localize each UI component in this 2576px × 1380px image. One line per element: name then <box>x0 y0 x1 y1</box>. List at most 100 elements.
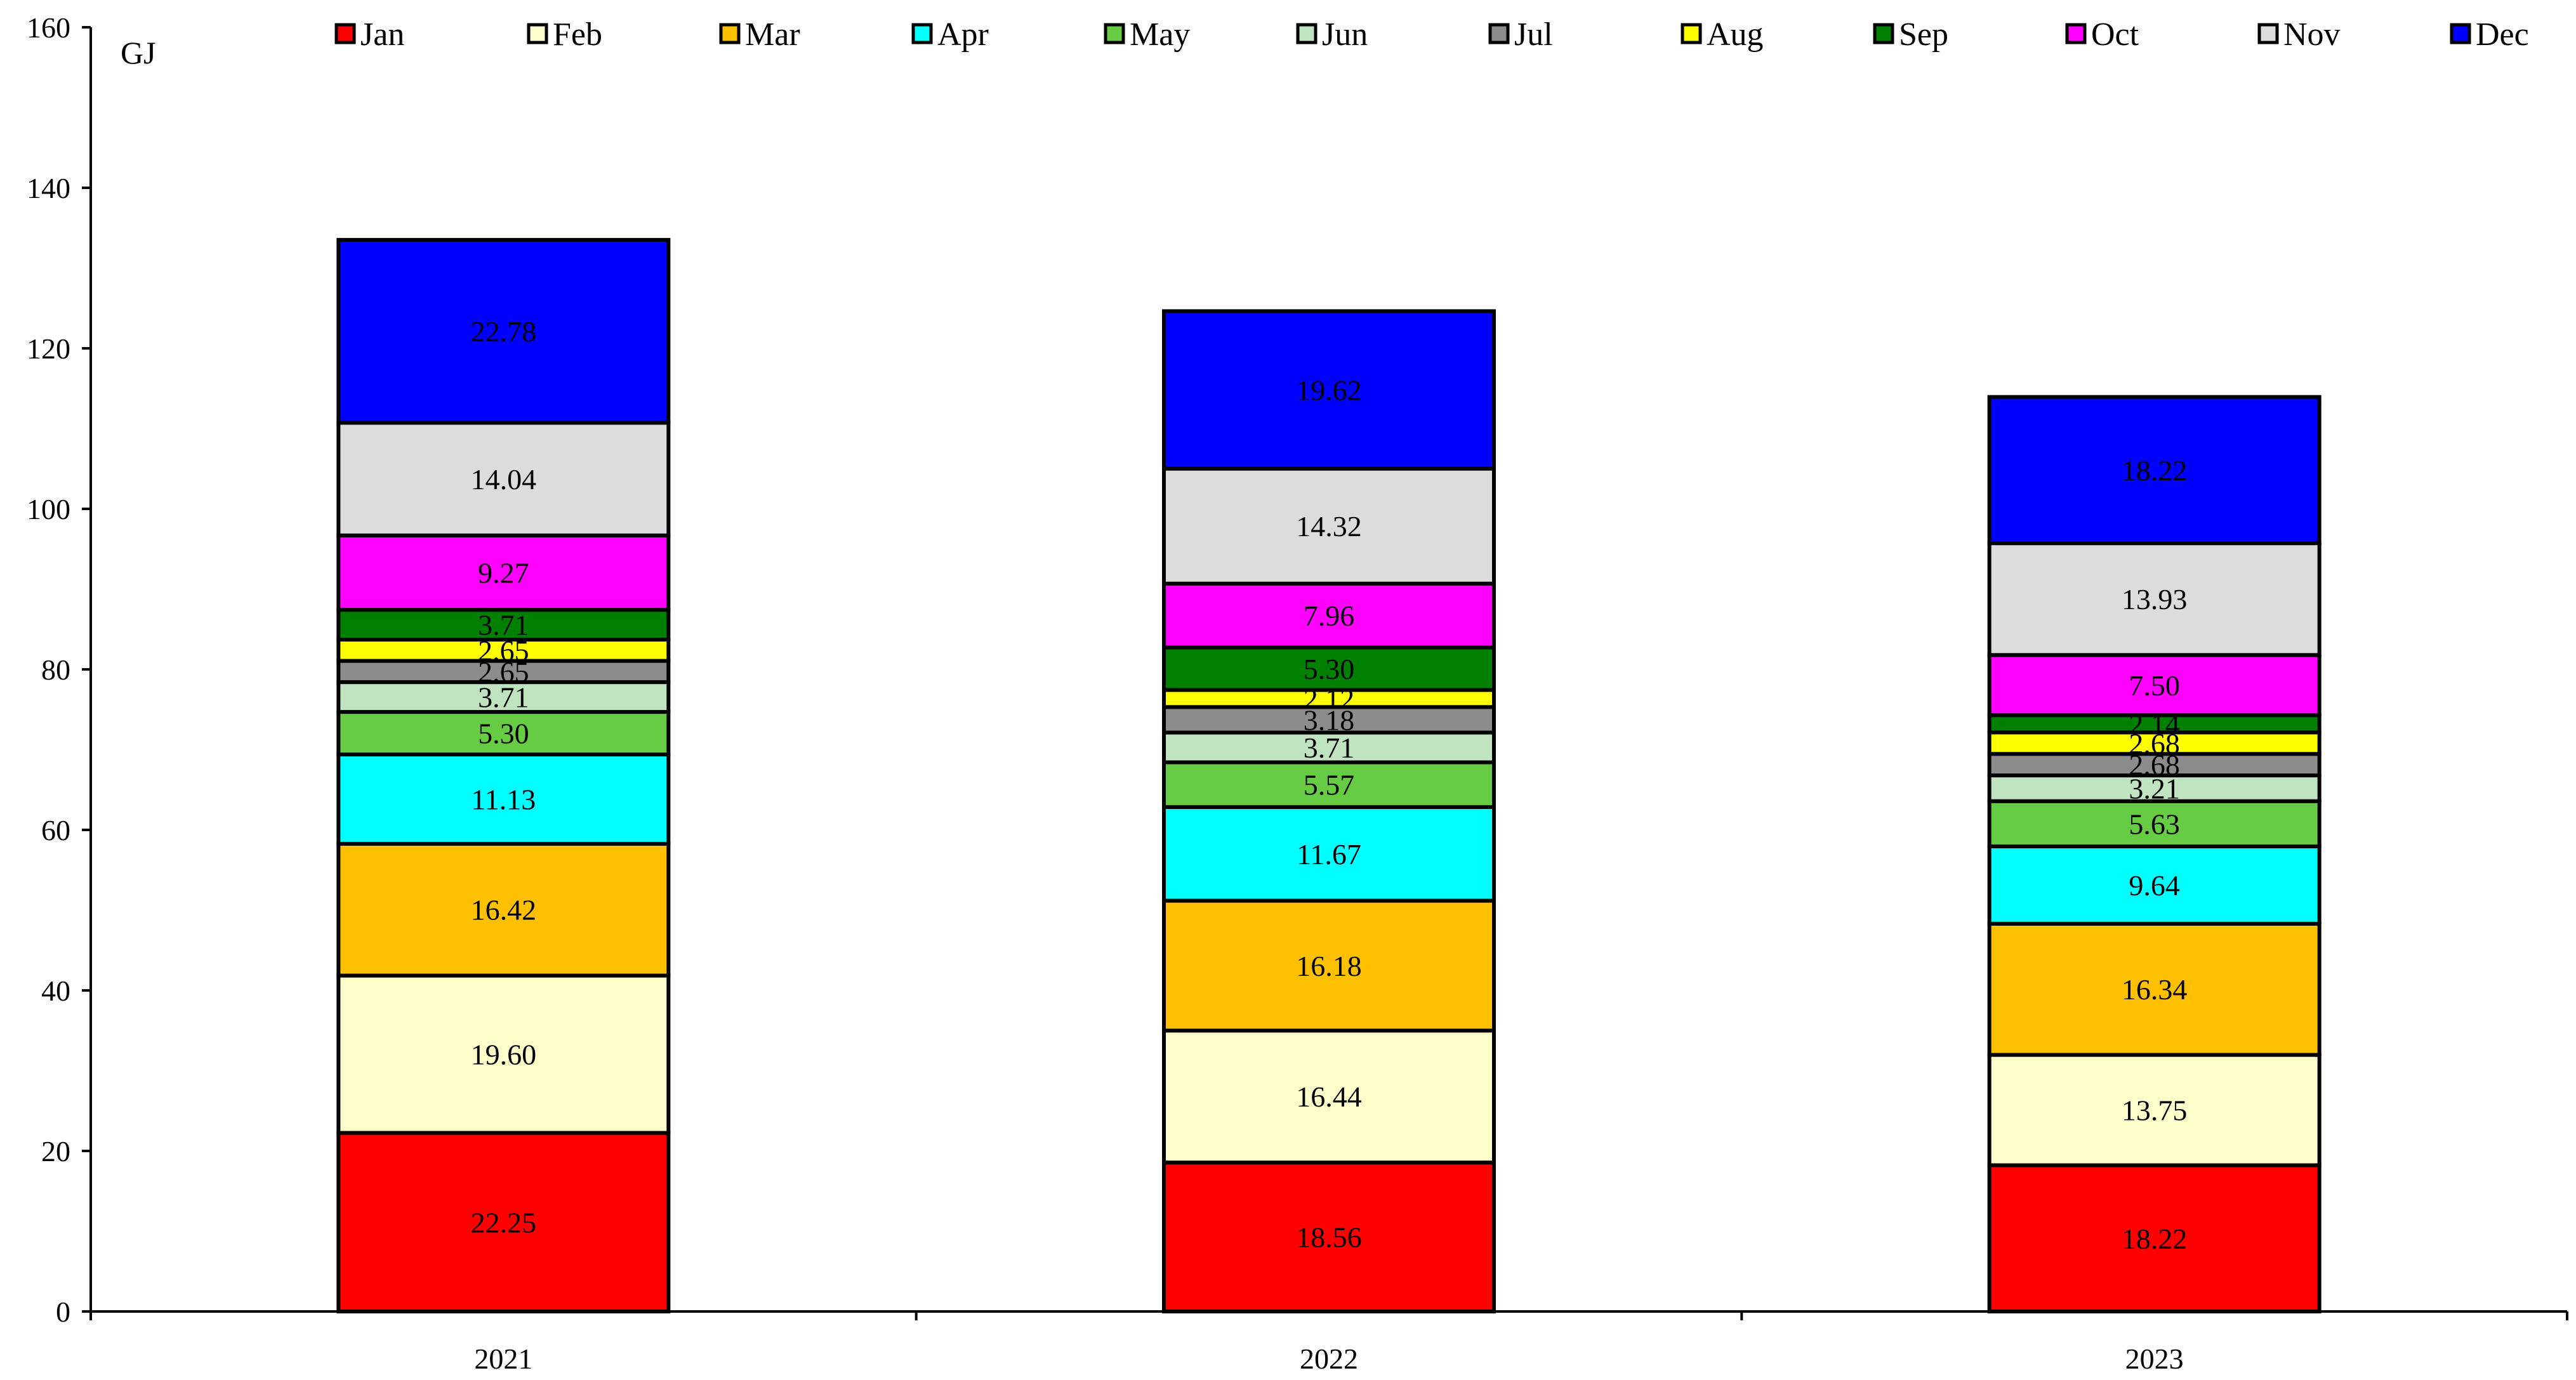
legend-label-oct: Oct <box>2091 16 2139 53</box>
bar-segment-dec-2022 <box>1162 309 1496 471</box>
legend-label-jan: Jan <box>360 16 404 53</box>
bar-segment-may-2021 <box>336 710 671 757</box>
bar-segment-oct-2023 <box>1987 653 2322 718</box>
legend-label-feb: Feb <box>553 16 602 53</box>
data-label-oct-2021: 9.27 <box>478 557 529 589</box>
data-label-feb-2021: 19.60 <box>471 1039 537 1071</box>
bar-segment-may-2023 <box>1987 799 2322 848</box>
data-label-oct-2023: 7.50 <box>2129 669 2180 702</box>
data-label-nov-2021: 14.04 <box>471 463 537 496</box>
legend-swatch-may <box>1104 23 1125 44</box>
legend-label-jun: Jun <box>1322 16 1368 53</box>
bar-segment-mar-2023 <box>1987 921 2322 1057</box>
bar-segment-jul-2021 <box>336 659 671 685</box>
bar-segment-feb-2023 <box>1987 1053 2322 1167</box>
y-tick-label: 140 <box>27 172 70 204</box>
y-tick-label: 100 <box>27 493 70 525</box>
y-tick-label: 80 <box>41 654 70 686</box>
data-label-aug-2023: 2.68 <box>2129 727 2180 759</box>
legend-swatch-dec <box>2450 23 2471 44</box>
data-label-mar-2021: 16.42 <box>471 894 537 926</box>
data-label-jul-2021: 2.65 <box>478 655 529 688</box>
legend-label-may: May <box>1130 16 1190 53</box>
bar-segment-aug-2022 <box>1162 688 1496 709</box>
x-tick-label: 2023 <box>2125 1343 2184 1375</box>
x-tick-label: 2021 <box>474 1343 532 1375</box>
bar-segment-jun-2023 <box>1987 773 2322 803</box>
legend-swatch-apr <box>911 23 933 44</box>
legend-swatch-feb <box>527 23 548 44</box>
data-label-jul-2023: 2.68 <box>2129 749 2180 781</box>
y-tick-label: 20 <box>41 1135 70 1167</box>
y-tick-label: 60 <box>41 814 70 846</box>
bar-segment-nov-2021 <box>336 421 671 537</box>
data-label-dec-2021: 22.78 <box>471 315 537 348</box>
bar-segment-jun-2021 <box>336 680 671 714</box>
bar-segment-dec-2023 <box>1987 395 2322 546</box>
bar-segment-feb-2021 <box>336 973 671 1135</box>
data-label-jan-2022: 18.56 <box>1296 1221 1362 1254</box>
legend-label-nov: Nov <box>2283 16 2341 53</box>
y-tick-label: 160 <box>27 11 70 44</box>
data-label-sep-2023: 2.14 <box>2129 708 2180 740</box>
data-label-mar-2023: 16.34 <box>2122 973 2188 1006</box>
bar-segment-may-2022 <box>1162 760 1496 809</box>
bar-segment-feb-2022 <box>1162 1028 1496 1165</box>
data-label-jan-2023: 18.22 <box>2122 1223 2188 1255</box>
bar-segment-jan-2021 <box>336 1131 671 1313</box>
y-tick-label: 120 <box>27 332 70 365</box>
legend-swatch-nov <box>2257 23 2279 44</box>
data-label-feb-2023: 13.75 <box>2122 1094 2188 1127</box>
data-label-jul-2022: 3.18 <box>1304 704 1355 736</box>
data-label-may-2023: 5.63 <box>2129 808 2180 840</box>
data-label-may-2022: 5.57 <box>1304 769 1355 801</box>
bar-segment-apr-2022 <box>1162 805 1496 903</box>
y-tick-label: 0 <box>56 1296 70 1328</box>
data-label-feb-2022: 16.44 <box>1296 1081 1362 1113</box>
data-labels: 22.2519.6016.4211.135.303.712.652.653.71… <box>471 315 2188 1255</box>
legend-label-sep: Sep <box>1899 16 1948 53</box>
bar-segment-nov-2022 <box>1162 466 1496 586</box>
data-label-jan-2021: 22.25 <box>471 1206 537 1239</box>
data-label-apr-2023: 9.64 <box>2129 869 2180 902</box>
bar-segment-jan-2022 <box>1162 1160 1496 1313</box>
legend-swatch-jul <box>1488 23 1510 44</box>
data-label-oct-2022: 7.96 <box>1304 600 1355 632</box>
legend-label-apr: Apr <box>937 16 989 53</box>
bar-segment-apr-2023 <box>1987 844 2322 926</box>
data-label-jun-2023: 3.21 <box>2129 772 2180 805</box>
legend-swatch-jun <box>1296 23 1318 44</box>
legend: Jan Feb Mar Apr May Jun Jul Aug Sep Oct Nov Dec <box>334 16 2529 53</box>
data-label-dec-2022: 19.62 <box>1296 374 1362 407</box>
legend-label-mar: Mar <box>745 16 800 53</box>
legend-swatch-oct <box>2065 23 2087 44</box>
bar-segment-nov-2023 <box>1987 541 2322 657</box>
bar-segment-apr-2021 <box>336 752 671 846</box>
data-label-dec-2023: 18.22 <box>2122 454 2188 487</box>
unit-label: GJ <box>121 35 156 70</box>
data-label-apr-2022: 11.67 <box>1297 838 1361 871</box>
bar-segment-oct-2022 <box>1162 581 1496 650</box>
bar-segment-sep-2022 <box>1162 645 1496 692</box>
x-tick-label: 2022 <box>1300 1343 1358 1375</box>
bar-segment-dec-2021 <box>336 238 671 425</box>
legend-swatch-sep <box>1873 23 1894 44</box>
bar-segment-mar-2021 <box>336 841 671 978</box>
bars <box>336 238 2322 1313</box>
legend-label-aug: Aug <box>1707 16 1764 53</box>
data-label-aug-2022: 2.12 <box>1304 683 1355 715</box>
bar-segment-jun-2022 <box>1162 730 1496 765</box>
data-label-nov-2022: 14.32 <box>1296 510 1362 542</box>
data-label-may-2021: 5.30 <box>478 718 529 750</box>
bar-segment-oct-2021 <box>336 533 671 612</box>
legend-label-jul: Jul <box>1514 16 1553 53</box>
data-label-sep-2021: 3.71 <box>478 609 529 641</box>
legend-swatch-jan <box>334 23 356 44</box>
bar-segment-mar-2022 <box>1162 898 1496 1033</box>
data-label-aug-2021: 2.65 <box>478 634 529 667</box>
legend-swatch-aug <box>1681 23 1702 44</box>
y-tick-label: 40 <box>41 975 70 1007</box>
data-label-apr-2021: 11.13 <box>471 783 536 815</box>
bar-segment-aug-2023 <box>1987 730 2322 756</box>
